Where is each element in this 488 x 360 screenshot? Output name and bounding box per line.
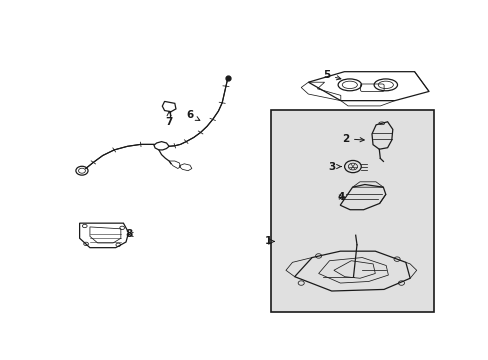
- Text: 3: 3: [327, 162, 341, 172]
- Text: 8: 8: [125, 229, 133, 239]
- Text: 5: 5: [322, 70, 340, 80]
- Bar: [271, 110, 433, 312]
- Text: 6: 6: [186, 110, 200, 120]
- Text: 7: 7: [165, 111, 172, 127]
- Text: 1: 1: [264, 237, 272, 246]
- Text: 2: 2: [341, 134, 364, 144]
- Text: 4: 4: [337, 192, 345, 202]
